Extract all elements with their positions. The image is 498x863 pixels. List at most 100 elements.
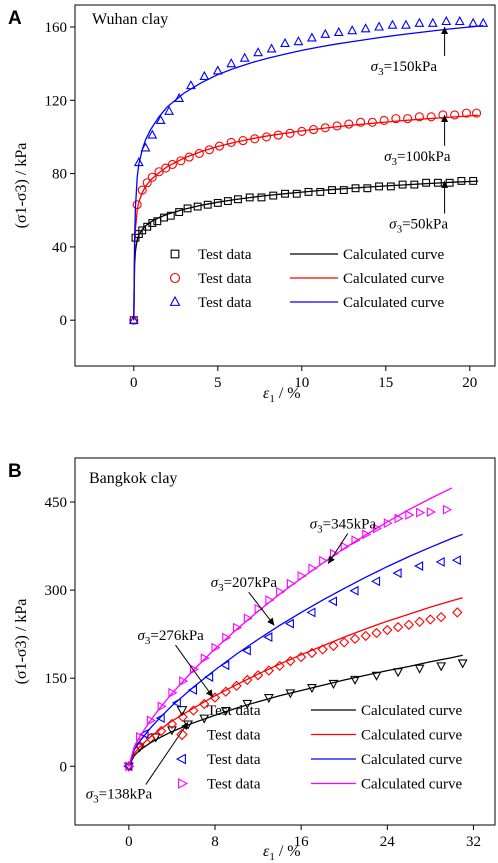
annotation-symbol: σ: [86, 787, 94, 803]
data-point-triangle-right: [146, 715, 156, 726]
annotation-subscript: 3: [93, 794, 99, 806]
series-calculated-curve: [133, 114, 479, 321]
data-point-triangle-up: [155, 114, 166, 124]
y-axis-label: (σ1-σ3) / kPa: [13, 143, 30, 229]
annotation-subscript: 3: [145, 635, 151, 647]
legend-label-calculated-curve: Calculated curve: [361, 728, 463, 744]
data-point-triangle-down: [393, 668, 403, 678]
data-point-triangle-right: [211, 642, 221, 653]
legend-label-calculated-curve: Calculated curve: [361, 703, 463, 719]
data-point-triangle-up: [164, 105, 175, 115]
data-point-triangle-up: [253, 47, 264, 57]
data-point-triangle-left: [435, 557, 445, 567]
data-point-triangle-left: [349, 585, 359, 596]
plot-frame: [74, 4, 496, 367]
data-point-triangle-left: [241, 645, 251, 656]
data-point-circle: [414, 112, 424, 122]
legend-label-calculated-curve: Calculated curve: [361, 752, 463, 768]
x-tick-label: 10: [294, 375, 309, 391]
annotation: σ3=100kPa: [384, 114, 451, 168]
data-point-triangle-left: [414, 561, 424, 571]
data-point-triangle-up: [147, 129, 158, 139]
data-point-circle: [161, 163, 171, 173]
data-point-diamond: [371, 627, 382, 639]
annotation-value: =207kPa: [224, 575, 278, 591]
data-point-circle: [461, 108, 471, 118]
data-point-triangle-up: [468, 17, 479, 27]
series-calculated-curve: [128, 533, 463, 767]
x-tick-label: 0: [130, 375, 138, 391]
data-point-triangle-up: [280, 37, 290, 48]
series-test-data: [129, 108, 482, 325]
data-point-triangle-left: [155, 713, 165, 724]
annotation-arrow-head: [441, 180, 449, 188]
data-point-triangle-up: [320, 28, 331, 38]
data-point-circle: [403, 114, 413, 124]
data-point-triangle-left: [327, 596, 338, 607]
annotation: σ3=345kPa: [310, 516, 377, 564]
legend: Test data Calculated curve Test data Calcul…: [169, 247, 445, 311]
data-point-circle: [214, 141, 225, 151]
annotation-label: σ3=345kPa: [310, 516, 377, 535]
data-point-diamond: [392, 621, 404, 633]
annotation: σ3=276kPa: [137, 628, 214, 698]
data-point-triangle-left: [284, 618, 294, 629]
calculated-curve-line: [128, 487, 453, 767]
data-point-square: [386, 182, 395, 191]
annotation-value: =276kPa: [150, 628, 204, 644]
annotation-arrow-head: [328, 555, 335, 564]
data-point-triangle-right: [200, 653, 210, 664]
data-point-triangle-up: [374, 21, 385, 31]
series-calculated-curve: [128, 654, 463, 767]
annotation: σ3=50kPa: [389, 180, 449, 236]
calculated-curve-line: [133, 114, 479, 321]
data-point-diamond: [425, 614, 436, 625]
legend-label-calculated-curve: Calculated curve: [343, 271, 445, 287]
data-point-circle: [356, 117, 366, 127]
annotation-value: =138kPa: [99, 787, 153, 803]
data-point-diamond: [231, 680, 242, 692]
legend-label-test-data: Test data: [207, 752, 261, 768]
y-axis-label: (σ1-σ3) / kPa: [13, 599, 30, 685]
y-tick-label: 150: [45, 671, 68, 687]
data-point-circle: [167, 159, 177, 169]
annotation-symbol: σ: [371, 59, 379, 75]
annotation-arrow-head: [267, 617, 275, 626]
legend-label-calculated-curve: Calculated curve: [361, 777, 463, 793]
data-point-triangle-up: [266, 43, 277, 53]
annotation-arrow-line: [175, 644, 214, 698]
calculated-curve-line: [133, 180, 479, 321]
series-calculated-curve: [128, 597, 463, 767]
annotation-arrow-head: [441, 26, 449, 34]
data-point-triangle-up: [401, 19, 411, 29]
data-point-triangle-down: [414, 664, 425, 674]
data-point-circle: [379, 115, 389, 125]
data-point-diamond: [188, 705, 199, 716]
data-point-triangle-right: [394, 513, 404, 524]
annotation-subscript: 3: [317, 523, 323, 535]
panel-letter: A: [8, 8, 22, 29]
legend-marker-triangle-up: [169, 295, 181, 306]
x-tick-label: 0: [125, 834, 133, 850]
x-tick-label: 20: [462, 375, 477, 391]
series-calculated-curve: [133, 25, 484, 321]
data-point-square: [457, 176, 466, 185]
y-tick-label: 120: [45, 93, 68, 109]
data-point-triangle-up: [333, 26, 344, 37]
data-point-square: [422, 178, 431, 187]
x-tick-label: 24: [380, 834, 396, 850]
data-point-triangle-right: [179, 676, 189, 687]
legend-marker-triangle-left: [175, 753, 186, 765]
x-axis-label: ε1 / %: [263, 843, 301, 863]
data-point-diamond: [452, 607, 463, 618]
data-point-triangle-up: [199, 70, 210, 81]
x-axis-label-unit: / %: [275, 385, 301, 402]
legend-marker-triangle-down: [176, 706, 188, 717]
legend-label-calculated-curve: Calculated curve: [343, 247, 445, 263]
data-point-triangle-down: [350, 675, 360, 685]
legend-label-test-data: Test data: [198, 271, 252, 287]
legend-marker-diamond: [176, 728, 188, 741]
y-tick-label: 450: [45, 495, 68, 511]
data-point-square: [292, 189, 301, 198]
